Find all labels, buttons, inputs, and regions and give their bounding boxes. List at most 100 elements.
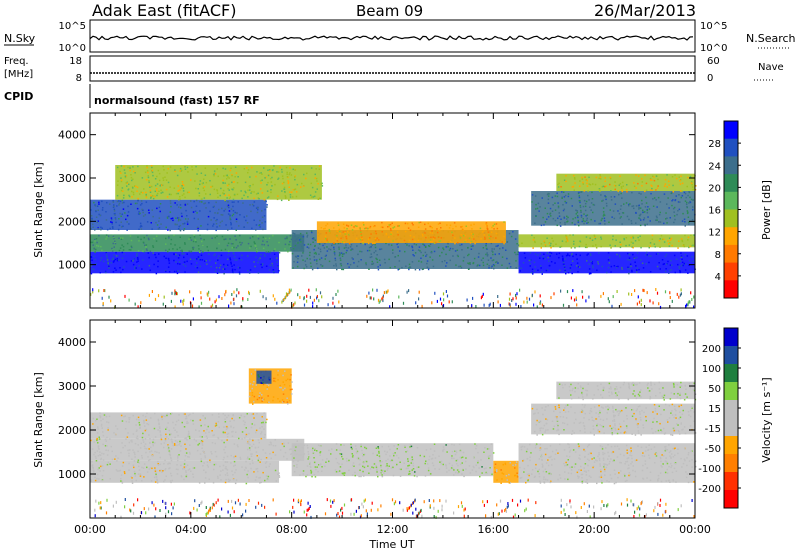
clutter-speckle [563,304,564,307]
data-speckle [583,218,585,220]
data-speckle [609,388,611,390]
data-speckle [232,247,234,249]
data-speckle [645,460,647,462]
data-speckle [105,238,107,240]
data-speckle [674,200,676,202]
clutter-speckle [192,305,193,308]
data-speckle [225,168,227,170]
data-speckle [539,469,541,471]
data-speckle [230,259,232,261]
data-speckle [589,413,591,415]
data-speckle [256,193,258,195]
data-speckle [652,176,654,178]
data-speckle [350,264,352,266]
data-band [90,234,304,251]
data-speckle [611,429,613,431]
data-speckle [148,424,150,426]
data-speckle [329,229,331,231]
data-speckle [262,472,264,474]
data-speckle [273,165,275,167]
data-speckle [537,208,539,210]
data-speckle [687,473,689,475]
data-speckle [656,216,658,218]
data-speckle [557,202,559,204]
data-speckle [568,459,570,461]
data-speckle [121,165,123,167]
data-speckle [239,258,241,260]
data-speckle [567,464,569,466]
data-speckle [224,415,226,417]
data-speckle [670,412,672,414]
data-speckle [314,256,316,258]
data-speckle [291,393,293,395]
data-speckle [123,246,125,248]
data-speckle [294,450,296,452]
data-speckle [339,233,341,235]
data-speckle [638,269,640,271]
data-speckle [355,225,357,227]
data-speckle [127,215,128,217]
data-speckle [625,461,627,463]
data-speckle [562,240,564,242]
data-speckle [466,226,468,228]
data-speckle [272,452,274,454]
clutter-speckle [372,289,373,292]
data-speckle [309,464,311,466]
data-speckle [650,189,652,191]
data-speckle [311,167,313,169]
data-speckle [385,454,387,456]
data-speckle [578,220,580,222]
data-speckle [290,454,292,456]
clutter-speckle [368,292,369,295]
data-speckle [482,258,484,260]
data-speckle [563,192,565,194]
data-speckle [451,444,453,446]
data-speckle [208,432,210,434]
data-speckle [602,397,604,399]
data-speckle [179,170,181,172]
data-speckle [523,262,525,264]
data-speckle [274,184,276,186]
data-speckle [356,226,358,228]
data-speckle [564,384,566,386]
data-speckle [261,173,263,175]
data-speckle [606,464,608,466]
data-speckle [131,260,133,262]
data-speckle [546,471,548,473]
data-speckle [425,228,427,230]
data-speckle [453,469,455,471]
data-speckle [611,196,613,198]
data-speckle [261,222,263,224]
data-speckle [672,448,674,450]
data-speckle [620,216,622,218]
data-speckle [146,167,148,169]
data-speckle [487,229,489,231]
data-speckle [569,447,571,449]
data-speckle [596,270,598,272]
data-speckle [145,214,147,216]
data-speckle [199,430,201,432]
clutter-speckle [447,295,448,298]
data-speckle [177,175,179,177]
data-speckle [166,436,168,438]
data-speckle [446,246,448,248]
clutter-speckle [644,289,645,292]
data-speckle [585,203,587,205]
clutter-speckle [337,290,338,293]
data-speckle [621,197,623,199]
data-speckle [142,437,144,439]
data-speckle [351,225,353,227]
data-speckle [453,458,455,460]
data-speckle [610,458,612,460]
data-speckle [690,387,692,389]
data-speckle [178,228,180,230]
data-speckle [601,480,603,482]
nsky-tick-max: 10^5 [59,21,86,32]
data-speckle [471,233,473,235]
data-speckle [260,482,262,484]
data-speckle [370,226,372,228]
data-speckle [189,444,191,446]
data-speckle [438,236,440,238]
data-speckle [317,188,319,190]
data-speckle [308,453,310,455]
